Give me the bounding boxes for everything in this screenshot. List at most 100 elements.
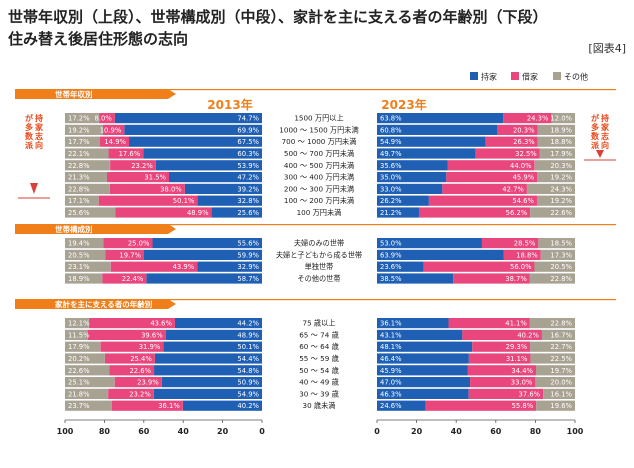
- data-label-2023-other: 19.2%: [550, 197, 572, 205]
- bar-2013-rent: [110, 160, 156, 171]
- data-label-2023-own: 36.1%: [380, 320, 402, 328]
- bar-2023-other: [541, 329, 575, 340]
- data-label-2013-rent: 23.2%: [129, 390, 151, 398]
- tick-label-2023: 100: [567, 427, 584, 436]
- category-label: 700 ～ 1000 万円未満: [282, 137, 357, 146]
- bar-2013-rent: [105, 249, 144, 260]
- bar-2023-other: [534, 261, 575, 272]
- data-label-2013-own: 32.8%: [237, 197, 259, 205]
- bar-2013-rent: [104, 353, 155, 364]
- side-note-left-char: 向: [35, 140, 43, 150]
- data-label-2023-own: 63.9%: [380, 251, 402, 259]
- bar-2013-own: [152, 238, 262, 249]
- bar-2023-own: [377, 148, 476, 159]
- data-label-2023-rent: 26.3%: [513, 138, 535, 146]
- data-label-2013-own: 48.9%: [237, 331, 259, 339]
- legend-swatch-0: [470, 72, 478, 80]
- bar-2013-other: [65, 136, 100, 147]
- bar-2023-rent: [485, 136, 538, 147]
- bar-2023-other: [536, 172, 575, 183]
- bar-2023-rent: [503, 249, 541, 260]
- data-label-2023-rent: 55.8%: [512, 402, 534, 410]
- category-label: 50 ～ 54 歳: [299, 366, 339, 375]
- data-label-2023-rent: 40.2%: [517, 331, 539, 339]
- side-note-left-char: 家: [35, 122, 44, 132]
- bar-2023-rent: [453, 273, 530, 284]
- bar-2023-other: [543, 388, 575, 399]
- legend-label-2: その他: [564, 72, 588, 82]
- side-note-left-char: 数: [25, 131, 34, 141]
- data-label-2023-other: 19.2%: [550, 174, 572, 182]
- tick-label-2023: 80: [530, 427, 542, 436]
- bar-2023-own: [377, 238, 482, 249]
- bar-2013-own: [124, 124, 262, 135]
- data-label-2013-other: 18.9%: [68, 275, 90, 283]
- side-note-right-char: が: [591, 113, 600, 123]
- bar-2023-rent: [475, 148, 540, 159]
- bar-2023-other: [535, 365, 575, 376]
- bar-2023-other: [526, 183, 575, 194]
- data-label-2023-rent: 32.5%: [515, 150, 537, 158]
- bar-2013-other: [65, 124, 103, 135]
- side-note-right-char: 派: [591, 141, 600, 150]
- bar-2013-other: [65, 341, 101, 352]
- data-label-2013-rent: 43.6%: [150, 320, 172, 328]
- bar-2013-other: [65, 261, 111, 272]
- bar-2023-rent: [472, 341, 531, 352]
- bar-2013-rent: [98, 195, 198, 206]
- data-label-2023-own: 38.5%: [380, 275, 402, 283]
- bar-2013-own: [163, 341, 262, 352]
- side-note-left-char: 多: [25, 122, 33, 132]
- bar-2023-other: [530, 207, 575, 218]
- data-label-2013-other: 11.5%: [68, 331, 90, 339]
- bar-2013-own: [197, 195, 262, 206]
- tick-label-2013: 0: [259, 427, 265, 436]
- bar-2023-rent: [470, 377, 536, 388]
- section-header-bg-0: [15, 89, 176, 99]
- data-label-2013-own: 53.9%: [237, 162, 259, 170]
- tick-label-2013: 100: [57, 427, 74, 436]
- bar-2013-rent: [106, 172, 170, 183]
- data-label-2023-other: 18.9%: [550, 126, 572, 134]
- legend-label-0: 持家: [481, 72, 497, 82]
- data-label-2013-own: 39.2%: [237, 185, 259, 193]
- data-label-2023-other: 20.0%: [550, 379, 572, 387]
- bar-2013-own: [154, 353, 262, 364]
- category-label: 75 歳以上: [303, 319, 336, 328]
- bar-2023-rent: [468, 388, 544, 399]
- data-label-2013-rent: 8.0%: [95, 115, 113, 123]
- bar-2013-rent: [109, 365, 155, 376]
- side-note-right-char: 多: [591, 122, 599, 132]
- tick-label-2023: 20: [411, 427, 423, 436]
- section-rule-1: [15, 224, 616, 226]
- data-label-2023-rent: 37.6%: [519, 390, 541, 398]
- data-label-2013-rent: 36.1%: [158, 402, 180, 410]
- tick-label-2013: 60: [138, 427, 150, 436]
- bar-2013-own: [174, 318, 262, 329]
- side-note-left-char: 持: [35, 113, 43, 123]
- data-label-2023-rent: 20.3%: [513, 126, 535, 134]
- data-label-2013-rent: 31.9%: [139, 343, 161, 351]
- category-label: 65 ～ 74 歳: [299, 330, 339, 339]
- bar-2023-other: [537, 136, 575, 147]
- bar-2013-other: [65, 400, 112, 411]
- bar-2013-own: [154, 365, 262, 376]
- bar-2023-own: [377, 388, 469, 399]
- bar-2023-rent: [448, 318, 530, 329]
- data-label-2023-own: 43.1%: [380, 331, 402, 339]
- bar-2023-other: [529, 273, 575, 284]
- bar-2013-own: [146, 273, 262, 284]
- bar-2023-other: [530, 353, 575, 364]
- data-label-2023-rent: 42.7%: [502, 185, 524, 193]
- category-label: 1500 万円以上: [294, 114, 343, 123]
- bar-2013-own: [182, 400, 262, 411]
- category-label: 夫婦のみの世帯: [294, 239, 344, 248]
- data-label-2013-rent: 22.6%: [129, 367, 151, 375]
- legend-swatch-1: [511, 72, 519, 80]
- data-label-2013-rent: 10.9%: [100, 126, 122, 134]
- bar-2013-own: [155, 160, 262, 171]
- data-label-2013-other: 19.4%: [68, 240, 90, 248]
- data-label-2013-rent: 25.0%: [128, 240, 150, 248]
- bar-2013-rent: [110, 261, 198, 272]
- data-label-2013-own: 54.4%: [237, 355, 259, 363]
